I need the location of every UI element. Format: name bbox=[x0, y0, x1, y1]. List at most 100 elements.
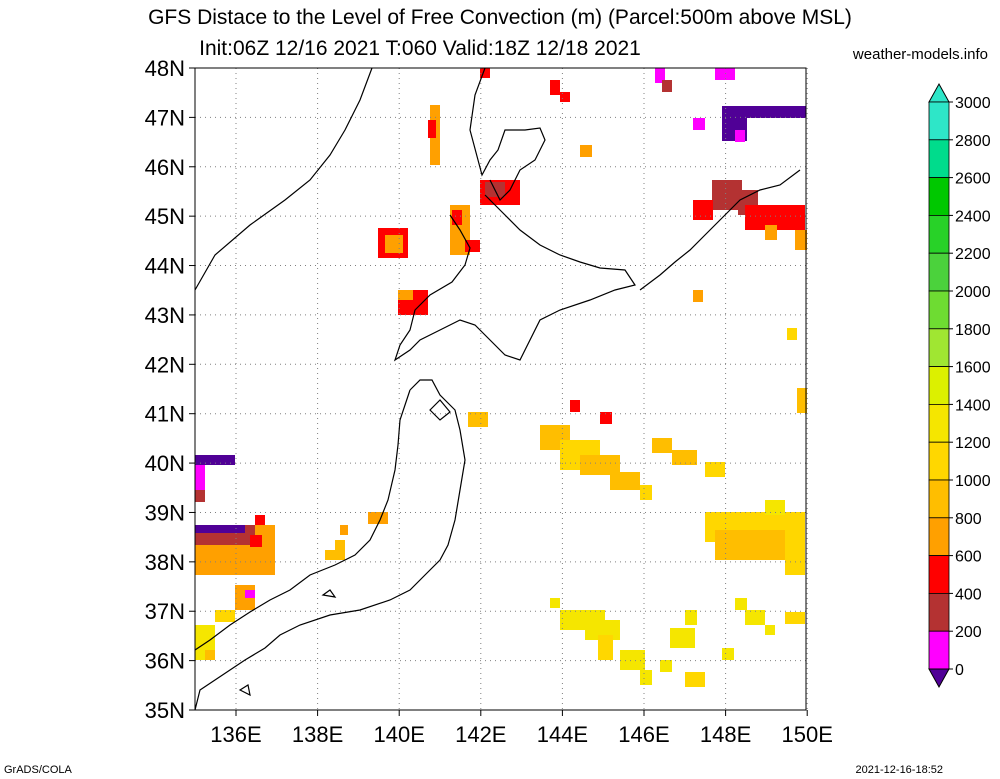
lat-label: 39N bbox=[145, 500, 185, 525]
lfc-cell bbox=[685, 610, 697, 625]
colorbar-segment bbox=[928, 366, 950, 405]
colorbar-label: 400 bbox=[955, 586, 982, 603]
lfc-cell bbox=[385, 235, 403, 253]
lfc-cell bbox=[610, 472, 640, 490]
lat-label: 48N bbox=[145, 56, 185, 81]
lfc-cell bbox=[785, 612, 805, 624]
colorbar-segment bbox=[928, 101, 950, 141]
colorbar-segment bbox=[928, 479, 950, 519]
colorbar-segment bbox=[928, 403, 950, 443]
colorbar-label: 2600 bbox=[955, 171, 991, 188]
lfc-cell bbox=[580, 455, 620, 475]
colorbar-segment bbox=[928, 555, 950, 594]
lat-label: 42N bbox=[145, 352, 185, 377]
lfc-cell bbox=[480, 68, 490, 78]
plot-frame bbox=[194, 67, 807, 711]
lfc-cell bbox=[468, 412, 488, 427]
lfc-cell bbox=[398, 290, 413, 300]
lfc-cell bbox=[255, 515, 265, 525]
colorbar-label: 2000 bbox=[955, 284, 991, 301]
colorbar-label: 0 bbox=[955, 662, 964, 679]
lon-label: 138E bbox=[292, 722, 343, 747]
lfc-cell bbox=[795, 230, 807, 250]
colorbar-segment bbox=[928, 290, 950, 330]
lfc-cell bbox=[428, 120, 436, 138]
lfc-cell bbox=[660, 660, 672, 672]
lat-label: 47N bbox=[145, 105, 185, 130]
lfc-cell bbox=[672, 450, 697, 465]
colorbar-label: 2200 bbox=[955, 246, 991, 263]
footer-timestamp: 2021-12-16-18:52 bbox=[855, 764, 943, 776]
lfc-cell bbox=[620, 650, 645, 670]
colorbar-label: 600 bbox=[955, 549, 982, 566]
lfc-cell bbox=[685, 672, 705, 687]
lfc-cell bbox=[340, 525, 348, 535]
lfc-cell bbox=[693, 200, 713, 220]
colorbar-segment bbox=[928, 177, 950, 216]
colorbar-segment bbox=[928, 593, 950, 632]
longitude-labels: 136E 138E 140E 142E 144E 146E 148E 150E bbox=[210, 710, 833, 747]
lfc-field bbox=[195, 68, 807, 687]
lat-label: 36N bbox=[145, 649, 185, 674]
lfc-cell bbox=[245, 590, 255, 598]
lat-label: 41N bbox=[145, 402, 185, 427]
lfc-cell bbox=[580, 145, 592, 157]
lfc-cell bbox=[715, 68, 735, 80]
lon-label: 140E bbox=[374, 722, 425, 747]
lfc-cell bbox=[640, 670, 652, 685]
colorbar-label: 3000 bbox=[955, 95, 991, 112]
lfc-cell bbox=[652, 438, 672, 453]
lfc-cell bbox=[205, 650, 215, 660]
lfc-cell bbox=[745, 610, 765, 625]
lfc-cell bbox=[662, 80, 672, 92]
map-subtitle: Init:06Z 12/16 2021 T:060 Valid:18Z 12/1… bbox=[199, 37, 641, 60]
lfc-cell bbox=[195, 525, 245, 533]
footer-software: GrADS/COLA bbox=[4, 764, 72, 776]
lon-label: 146E bbox=[618, 722, 669, 747]
lfc-cell bbox=[452, 210, 462, 225]
colorbar-label: 2400 bbox=[955, 208, 991, 225]
colorbar-label: 200 bbox=[955, 624, 982, 641]
colorbar-label: 1800 bbox=[955, 322, 991, 339]
lfc-cell bbox=[715, 530, 795, 560]
lfc-cell bbox=[785, 520, 805, 575]
lfc-cell bbox=[570, 400, 580, 412]
colorbar-arrow-bottom bbox=[928, 668, 950, 689]
latitude-labels: 48N 47N 46N 45N 44N 43N 42N 41N 40N 39N 38N 37N 36N 3… bbox=[145, 56, 195, 723]
colorbar-segment bbox=[928, 517, 950, 556]
lfc-cell bbox=[215, 610, 235, 622]
lfc-cell bbox=[765, 500, 785, 515]
lfc-cell bbox=[598, 635, 613, 660]
lat-label: 44N bbox=[145, 254, 185, 279]
lfc-cell bbox=[797, 388, 807, 413]
map-title: GFS Distace to the Level of Free Convect… bbox=[148, 6, 852, 29]
lfc-cell bbox=[195, 455, 235, 465]
lfc-cell bbox=[735, 130, 745, 142]
lon-label: 142E bbox=[455, 722, 506, 747]
lon-label: 150E bbox=[782, 722, 833, 747]
lfc-cell bbox=[765, 625, 775, 635]
lat-label: 35N bbox=[145, 698, 185, 723]
lfc-cell bbox=[787, 328, 797, 340]
colorbar-label: 800 bbox=[955, 511, 982, 528]
site-credit: weather-models.info bbox=[852, 46, 988, 63]
lfc-cell bbox=[250, 535, 262, 547]
lfc-cell bbox=[335, 540, 345, 560]
lfc-cell bbox=[195, 465, 205, 500]
colorbar-label: 1000 bbox=[955, 473, 991, 490]
lat-label: 37N bbox=[145, 599, 185, 624]
lfc-cell bbox=[550, 80, 560, 95]
lfc-cell bbox=[693, 290, 703, 302]
lfc-cell bbox=[670, 628, 695, 648]
lfc-cell bbox=[712, 180, 742, 210]
lfc-cell bbox=[195, 490, 205, 502]
lat-label: 43N bbox=[145, 303, 185, 328]
lfc-cell bbox=[693, 118, 705, 130]
lfc-cell bbox=[655, 68, 665, 83]
lfc-cell bbox=[465, 240, 480, 252]
colorbar-label: 1600 bbox=[955, 360, 991, 377]
lon-label: 144E bbox=[537, 722, 588, 747]
colorbar-label: 1400 bbox=[955, 397, 991, 414]
lon-label: 136E bbox=[210, 722, 261, 747]
